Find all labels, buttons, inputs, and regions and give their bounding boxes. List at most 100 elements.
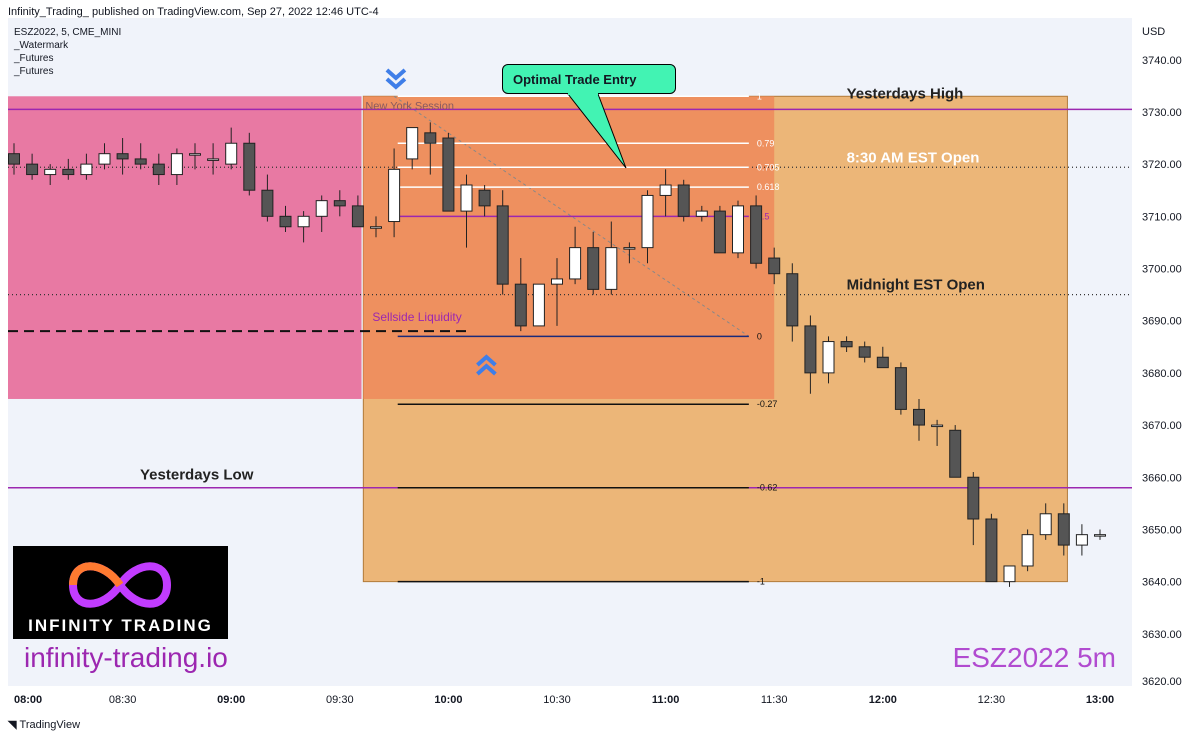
candle	[80, 153, 93, 180]
candle	[641, 190, 654, 264]
candle	[98, 143, 111, 170]
callout-optimal-trade-entry[interactable]: Optimal Trade Entry	[502, 64, 676, 94]
x-tick-label: 10:00	[434, 694, 462, 706]
candle-body	[189, 153, 201, 156]
candle	[569, 226, 582, 285]
candle	[1003, 565, 1016, 587]
candle-body	[804, 325, 817, 374]
legend-futures-2[interactable]: _Futures	[14, 66, 54, 77]
candle-body	[496, 205, 509, 285]
site-url: infinity-trading.io	[24, 642, 228, 673]
chart-legend: ESZ2022, 5, CME_MINI _Watermark _Futures…	[14, 26, 121, 78]
tradingview-footer[interactable]: ◥ TradingView	[8, 718, 80, 731]
publish-header: Infinity_Trading_ published on TradingVi…	[8, 6, 379, 18]
candle-body	[333, 200, 346, 207]
tradingview-logo-icon: ◥	[8, 719, 20, 731]
candle-body	[949, 429, 962, 478]
candle	[768, 247, 781, 285]
fib-level-label: 0.618	[757, 182, 780, 192]
candle-body	[1057, 513, 1070, 546]
candle-body	[713, 210, 726, 254]
x-tick-label: 08:30	[109, 694, 137, 706]
candle-body	[315, 200, 328, 217]
yesterdays-low-label: Yesterdays Low	[140, 467, 254, 484]
y-tick-label: 3700.00	[1142, 264, 1182, 276]
candle-body	[116, 153, 129, 160]
candle-body	[750, 205, 763, 264]
candle-body	[370, 226, 382, 229]
candle	[44, 164, 57, 185]
candle-body	[659, 184, 672, 196]
fib-level-label: 0	[757, 331, 762, 341]
candle-body	[840, 341, 853, 348]
fib-diagonal	[393, 95, 750, 337]
candle	[189, 143, 201, 170]
candle-body	[261, 189, 274, 217]
x-tick-label: 11:00	[652, 694, 680, 706]
y-tick-label: 3640.00	[1142, 577, 1182, 589]
candle-body	[1094, 534, 1106, 537]
candle	[605, 221, 618, 295]
candle	[623, 242, 636, 264]
logo-text: INFINITY TRADING	[28, 616, 213, 635]
candle	[695, 205, 708, 222]
candle-body	[225, 142, 238, 165]
candle	[858, 341, 871, 363]
candle	[460, 174, 473, 248]
candle-body	[80, 163, 93, 176]
candle-body	[460, 184, 473, 212]
fib-level-label: 1	[757, 91, 762, 101]
fib-level-label: 0.5	[757, 211, 770, 221]
candle	[750, 195, 763, 269]
price-axis[interactable]: USD 3740.00 3730.00 3720.00 3710.00 3700.00 36…	[1132, 18, 1200, 688]
candle	[732, 200, 744, 259]
candle	[496, 190, 509, 295]
candle-body	[170, 153, 183, 176]
candle-body	[279, 215, 292, 228]
legend-futures-1[interactable]: _Futures	[14, 53, 54, 64]
chart-plot-area[interactable]: 1 0.79 0.705 0.618 0.5 0 -0.27 -0.62 -1 New York…	[8, 18, 1132, 686]
candle-body	[985, 518, 998, 583]
midnight-open-label: Midnight EST Open	[847, 277, 985, 294]
y-tick-label: 3660.00	[1142, 472, 1182, 484]
open-830-label: 8:30 AM EST Open	[847, 149, 980, 166]
candle-body	[894, 367, 907, 410]
candle	[26, 153, 39, 180]
fib-level-label: 0.79	[757, 138, 775, 148]
y-tick-label: 3620.00	[1142, 676, 1182, 686]
candle-body	[388, 168, 401, 223]
candle-body	[8, 153, 20, 165]
candle-body	[605, 247, 618, 290]
candle-body	[1003, 565, 1016, 583]
candle-body	[207, 158, 220, 161]
pink-zone	[8, 96, 362, 399]
chart-svg[interactable]: 1 0.79 0.705 0.618 0.5 0 -0.27 -0.62 -1 New York…	[8, 18, 1132, 686]
candle	[514, 258, 527, 332]
candle-body	[297, 215, 310, 228]
candle-body	[514, 283, 527, 327]
candle-body	[695, 210, 708, 217]
y-tick-label: 3680.00	[1142, 368, 1182, 380]
y-tick-label: 3630.00	[1142, 629, 1182, 641]
x-tick-label: 09:00	[217, 694, 245, 706]
y-tick-label: 3650.00	[1142, 524, 1182, 536]
candle	[351, 195, 364, 228]
candle-body	[967, 476, 980, 520]
candle	[677, 179, 690, 222]
candle	[786, 263, 799, 342]
candle-body	[786, 273, 799, 327]
time-axis[interactable]: 08:00 08:30 09:00 09:30 10:00 10:30 11:00 11:30…	[0, 686, 1200, 714]
yesterdays-high-label: Yesterdays High	[847, 85, 964, 102]
candle	[152, 153, 165, 185]
candle	[370, 216, 382, 238]
candle-body	[858, 346, 871, 358]
x-tick-label: 11:30	[761, 694, 788, 706]
candle	[822, 336, 835, 384]
legend-symbol[interactable]: ESZ2022, 5, CME_MINI	[14, 27, 122, 38]
candle	[1075, 524, 1088, 556]
candle	[967, 472, 980, 546]
candle	[931, 419, 944, 446]
candle-body	[152, 163, 165, 176]
candle-body	[732, 205, 744, 254]
legend-watermark[interactable]: _Watermark	[14, 40, 69, 51]
